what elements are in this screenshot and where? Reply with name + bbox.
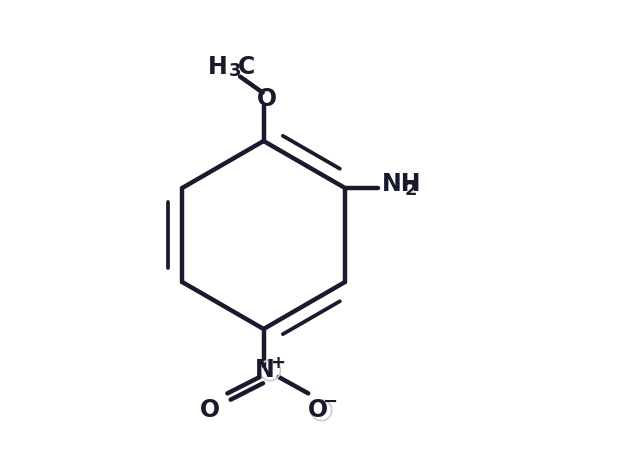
Text: N: N [255, 358, 275, 383]
Text: O: O [200, 398, 220, 423]
Text: +: + [270, 354, 285, 372]
Text: 3: 3 [228, 62, 241, 80]
Text: −: − [322, 393, 337, 411]
Text: H: H [207, 55, 227, 79]
Text: 2: 2 [404, 181, 417, 199]
Text: O: O [308, 398, 328, 423]
Text: C: C [237, 55, 255, 79]
Text: NH: NH [381, 172, 421, 196]
Text: O: O [257, 86, 277, 111]
